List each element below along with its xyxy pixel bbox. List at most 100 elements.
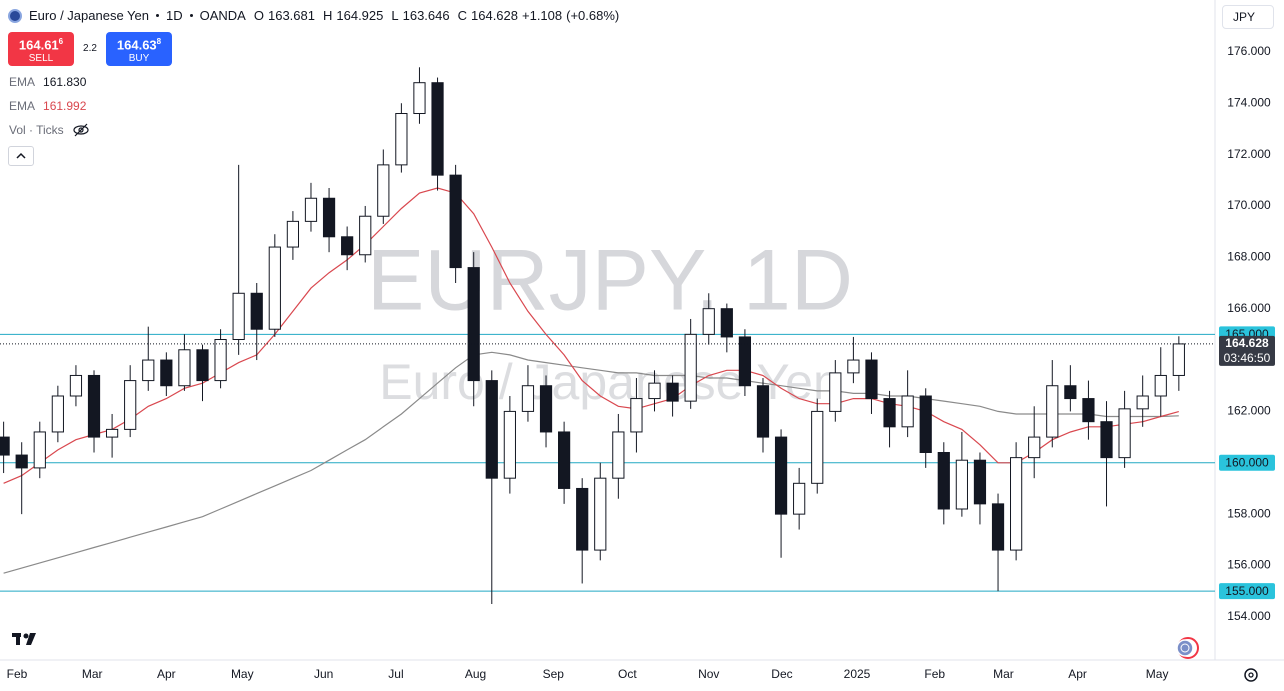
low-label: L bbox=[391, 8, 399, 23]
candle-body bbox=[793, 482, 806, 515]
x-tick-label: Sep bbox=[543, 667, 565, 681]
high-value: 164.925 bbox=[336, 8, 384, 23]
candle-body bbox=[630, 398, 643, 433]
level-label-box bbox=[1219, 583, 1275, 600]
countdown-label: 03:46:50 bbox=[1224, 351, 1271, 365]
candle-body bbox=[268, 246, 281, 330]
x-tick-label: May bbox=[231, 667, 254, 681]
currency-button[interactable]: JPY bbox=[1222, 5, 1274, 29]
x-tick-label: Mar bbox=[82, 667, 103, 681]
candle-body bbox=[594, 477, 607, 551]
x-tick-label: Jun bbox=[314, 667, 333, 681]
sell-label: SELL bbox=[28, 53, 54, 65]
candle-body bbox=[738, 336, 752, 387]
candle-body bbox=[955, 459, 968, 510]
y-tick-label: 170.000 bbox=[1227, 198, 1271, 212]
sell-price: 164.61 bbox=[18, 37, 59, 53]
candle-body bbox=[612, 431, 625, 479]
ema-line bbox=[3, 187, 1179, 484]
symbol-icon bbox=[8, 8, 22, 23]
x-tick-label: May bbox=[1146, 667, 1169, 681]
candle-body bbox=[413, 82, 426, 115]
y-tick-label: 166.000 bbox=[1227, 301, 1271, 315]
candle-body bbox=[250, 292, 263, 330]
indicator-name: EMA bbox=[9, 99, 36, 113]
candle-body bbox=[576, 487, 589, 551]
x-tick-label: Feb bbox=[7, 667, 28, 681]
change-percent: (+0.68%) bbox=[566, 8, 620, 23]
candle-body bbox=[124, 380, 137, 430]
candle-body bbox=[160, 359, 173, 387]
level-label-box bbox=[1219, 454, 1275, 471]
high-label: H bbox=[322, 8, 333, 23]
indicator-legend[interactable]: EMA 161.992 bbox=[9, 99, 86, 113]
candle-body bbox=[449, 174, 462, 269]
candle-body bbox=[1064, 385, 1077, 400]
hidden-icon[interactable] bbox=[72, 123, 90, 137]
candle-body bbox=[214, 339, 227, 382]
change: +1.108 bbox=[522, 8, 563, 23]
candle-body bbox=[51, 395, 64, 433]
x-tick-label: Apr bbox=[1068, 667, 1087, 681]
candle-body bbox=[1082, 398, 1095, 423]
candle-body bbox=[142, 359, 155, 382]
close-label: C bbox=[457, 8, 467, 23]
close-value: 164.628 bbox=[471, 8, 518, 23]
x-tick-label: Aug bbox=[465, 667, 486, 681]
candle-body bbox=[1046, 385, 1059, 438]
indicator-value: 161.992 bbox=[43, 99, 87, 113]
buy-pipette: 8 bbox=[156, 37, 162, 46]
candle-body bbox=[829, 372, 842, 412]
candle-body bbox=[1100, 421, 1113, 459]
watermark-symbol: EURJPY, 1D bbox=[367, 233, 853, 329]
ema-line bbox=[3, 351, 1179, 574]
candle-body bbox=[1154, 374, 1167, 397]
candle-body bbox=[69, 374, 83, 397]
exchange: OANDA bbox=[199, 8, 246, 23]
candle-body bbox=[1118, 408, 1131, 459]
candle-body bbox=[558, 431, 571, 489]
candle-body bbox=[865, 359, 878, 400]
candle-body bbox=[1010, 457, 1023, 551]
interval[interactable]: 1D bbox=[166, 8, 183, 23]
candle-body bbox=[521, 385, 535, 412]
candle-body bbox=[1028, 436, 1041, 459]
candle-body bbox=[341, 236, 354, 256]
indicator-legend[interactable]: EMA 161.830 bbox=[9, 75, 86, 89]
settings-icon[interactable] bbox=[1244, 668, 1258, 682]
spread: 2.2 bbox=[83, 43, 97, 54]
candle-body bbox=[431, 82, 444, 176]
open-value: 163.681 bbox=[267, 8, 315, 23]
sell-button[interactable]: 164.616 SELL bbox=[8, 32, 74, 66]
separator bbox=[189, 14, 193, 17]
buy-button[interactable]: 164.638 BUY bbox=[106, 32, 172, 66]
candle-body bbox=[756, 385, 770, 438]
x-tick-label: Feb bbox=[924, 667, 945, 681]
tv-logo bbox=[12, 633, 36, 645]
candle-body bbox=[847, 359, 860, 374]
events-icon[interactable] bbox=[1176, 637, 1199, 659]
y-tick-label: 158.000 bbox=[1227, 506, 1271, 520]
candle-body bbox=[503, 410, 516, 479]
level-label: 155.000 bbox=[1225, 584, 1269, 598]
candle-body bbox=[702, 308, 715, 335]
volume-legend[interactable]: Vol · Ticks bbox=[9, 123, 90, 137]
candle-body bbox=[666, 382, 679, 402]
last-price-label: 164.628 bbox=[1225, 336, 1269, 350]
candle-body bbox=[322, 197, 336, 238]
candle-body bbox=[937, 451, 950, 510]
indicator-name: EMA bbox=[9, 75, 36, 89]
symbol-name[interactable]: Euro / Japanese Yen bbox=[29, 8, 149, 23]
indicator-value: 161.830 bbox=[43, 75, 87, 89]
candle-body bbox=[1136, 395, 1149, 410]
candle-body bbox=[0, 436, 10, 456]
candle-body bbox=[87, 374, 101, 438]
x-tick-label: Nov bbox=[698, 667, 719, 681]
x-tick-label: Mar bbox=[993, 667, 1014, 681]
collapse-button[interactable] bbox=[8, 146, 34, 166]
candle-body bbox=[973, 459, 987, 505]
candle-body bbox=[304, 197, 318, 222]
y-tick-label: 154.000 bbox=[1227, 609, 1271, 623]
